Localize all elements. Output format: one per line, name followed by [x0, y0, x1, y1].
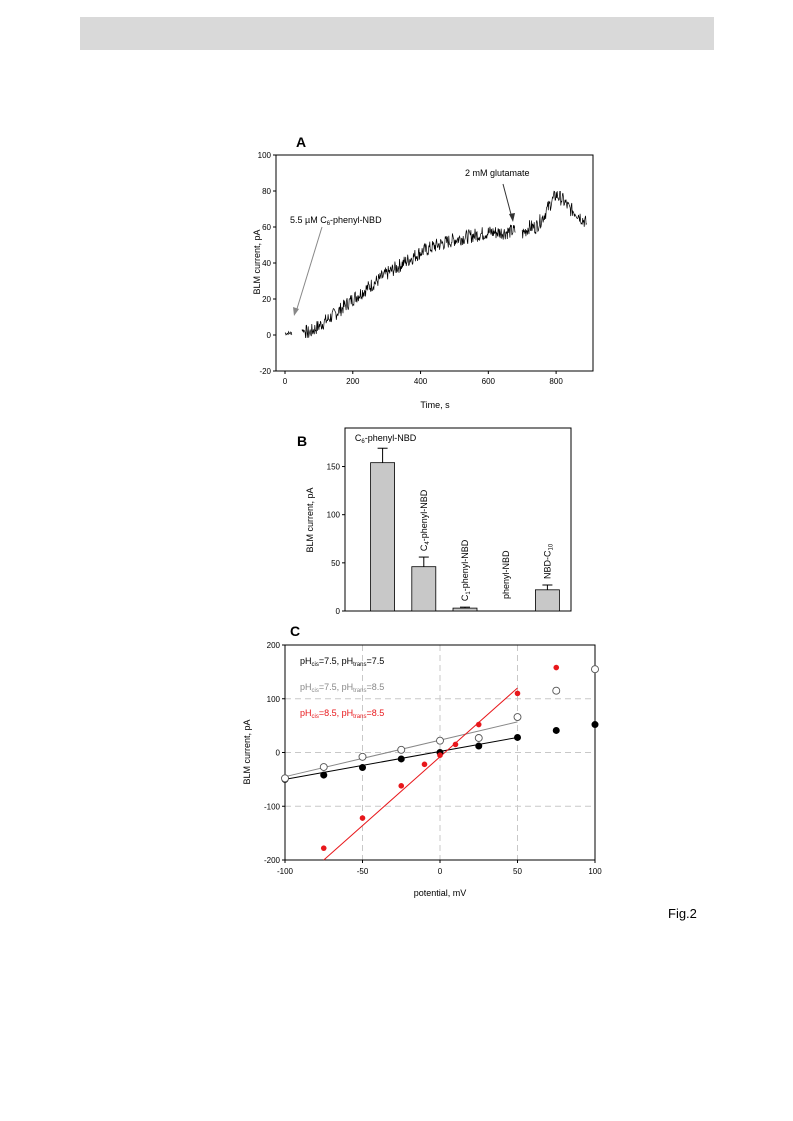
panel-c-point [591, 721, 599, 729]
figure-label: Fig.2 [668, 906, 697, 921]
panel-b-bar [411, 566, 437, 612]
panel-a-trace [284, 190, 587, 339]
panel-a-trace-segment [301, 224, 516, 339]
panel-b-bar-chart: B 0 50 100 150 C6-phenyl-NBD C4-phenyl-NBD C1… [297, 427, 572, 616]
panel-c-point [320, 845, 327, 851]
panel-a-letter: A [296, 134, 306, 150]
panel-a-xtick-label: 600 [482, 377, 496, 386]
legend-entry-1: pHcis=7.5, pHtrans=7.5 [300, 656, 384, 668]
annotation-arrow-compound [295, 226, 323, 313]
panel-b-bars [370, 447, 560, 612]
panel-a-xtick-label: 200 [346, 377, 360, 386]
panel-b-category-label: C1-phenyl-NBD [460, 539, 472, 601]
panel-c-point [397, 745, 406, 754]
panel-c-point [319, 763, 328, 771]
panel-c-ylabel: BLM current, pA [242, 719, 252, 784]
panel-b-ylabel: BLM current, pA [305, 487, 315, 552]
panel-c-point [358, 752, 367, 761]
panel-a-trace-segment [521, 190, 587, 239]
panel-c-point [475, 721, 482, 728]
panel-c-xtick-label: -100 [277, 867, 294, 876]
panel-b-labels: C6-phenyl-NBD C4-phenyl-NBD C1-phenyl-NBD p… [355, 433, 554, 601]
annotation-arrowhead-glutamate [509, 213, 515, 222]
panel-c-ytick-label: 100 [267, 695, 281, 704]
panel-c-xlabel: potential, mV [414, 888, 467, 898]
panel-b-letter: B [297, 433, 307, 449]
panel-a-ytick-label: 40 [262, 259, 271, 268]
legend-entry-3: pHcis=8.5, pHtrans=8.5 [300, 708, 384, 720]
panel-c-iv-plot: C -200 -100 0 100 200 -100 -50 0 50 100 pHcis=7.5… [242, 623, 602, 898]
panel-c-point [437, 752, 443, 758]
panel-c-point [591, 665, 599, 674]
panel-c-point [398, 783, 405, 789]
panel-b-category-label: C6-phenyl-NBD [355, 433, 417, 445]
panel-c-xtick-label: -50 [357, 867, 369, 876]
panel-c-point [452, 741, 459, 748]
panel-c-xtick-label: 0 [438, 867, 443, 876]
panel-c-ytick-label: -100 [264, 802, 281, 811]
header-bar [80, 17, 714, 50]
panel-c-points [281, 664, 599, 851]
panel-a-ytick-label: 100 [258, 151, 272, 160]
panel-b-ytick-label: 150 [327, 463, 341, 472]
panel-a-axes: -20 0 20 40 60 80 100 0 200 400 600 800 [258, 151, 594, 386]
panel-a-xlabel: Time, s [420, 400, 450, 410]
panel-b-category-label: phenyl-NBD [501, 550, 511, 599]
annotation-glutamate: 2 mM glutamate [465, 168, 530, 178]
panel-a-ytick-label: 80 [262, 187, 271, 196]
panel-a-ytick-label: 20 [262, 295, 271, 304]
panel-c-fit-line [323, 687, 518, 861]
panel-c-ytick-label: -200 [264, 856, 281, 865]
panel-c-point [474, 734, 483, 742]
panel-c-axes: -200 -100 0 100 200 -100 -50 0 50 100 [264, 641, 602, 876]
panel-c-point [552, 686, 561, 695]
panel-b-category-label: NBD-C10 [542, 543, 554, 579]
legend-entry-2: pHcis=7.5, pHtrans=8.5 [300, 682, 384, 694]
panel-c-point [320, 771, 328, 779]
panel-c-point [552, 726, 560, 734]
panel-c-point [421, 761, 428, 768]
panel-c-point [475, 742, 483, 750]
panel-b-ytick-label: 50 [331, 559, 340, 568]
annotation-compound: 5.5 µM C6-phenyl-NBD [290, 215, 382, 227]
panel-a-ylabel: BLM current, pA [252, 229, 262, 294]
panel-c-point [514, 733, 521, 741]
panel-a-trace-segment [284, 330, 293, 336]
panel-a-ytick-label: 60 [262, 223, 271, 232]
panel-c-point [281, 774, 289, 783]
annotation-arrow-glutamate [502, 183, 513, 219]
panel-c-letter: C [290, 623, 300, 639]
panel-b-ytick-label: 100 [327, 511, 341, 520]
panel-c-point [514, 690, 521, 697]
panel-a-xtick-label: 400 [414, 377, 428, 386]
panel-a-time-trace: A -20 0 20 40 60 80 100 0 200 400 600 800 5.5 µM C6… [252, 134, 594, 410]
panel-c-point [436, 736, 444, 745]
panel-a-ytick-label: 0 [267, 331, 272, 340]
panel-c-point [553, 664, 560, 671]
panel-b-bar [452, 607, 478, 612]
panel-b-bar [535, 589, 560, 612]
panel-c-point [397, 755, 405, 763]
panel-a-xtick-label: 800 [549, 377, 563, 386]
panel-b-category-label: C4-phenyl-NBD [419, 489, 431, 551]
panel-c-xtick-label: 100 [588, 867, 602, 876]
panel-a-xtick-label: 0 [283, 377, 288, 386]
panel-c-ytick-label: 0 [276, 749, 281, 758]
panel-c-xtick-label: 50 [513, 867, 522, 876]
panel-a-ytick-label: -20 [259, 367, 271, 376]
panel-c-point [359, 815, 366, 821]
panel-b-ytick-label: 0 [336, 607, 341, 616]
annotation-arrowhead-compound [293, 307, 299, 316]
panel-c-point [359, 764, 366, 772]
panel-c-ytick-label: 200 [267, 641, 281, 650]
panel-b-bar [370, 462, 396, 612]
panel-c-point [513, 713, 522, 721]
